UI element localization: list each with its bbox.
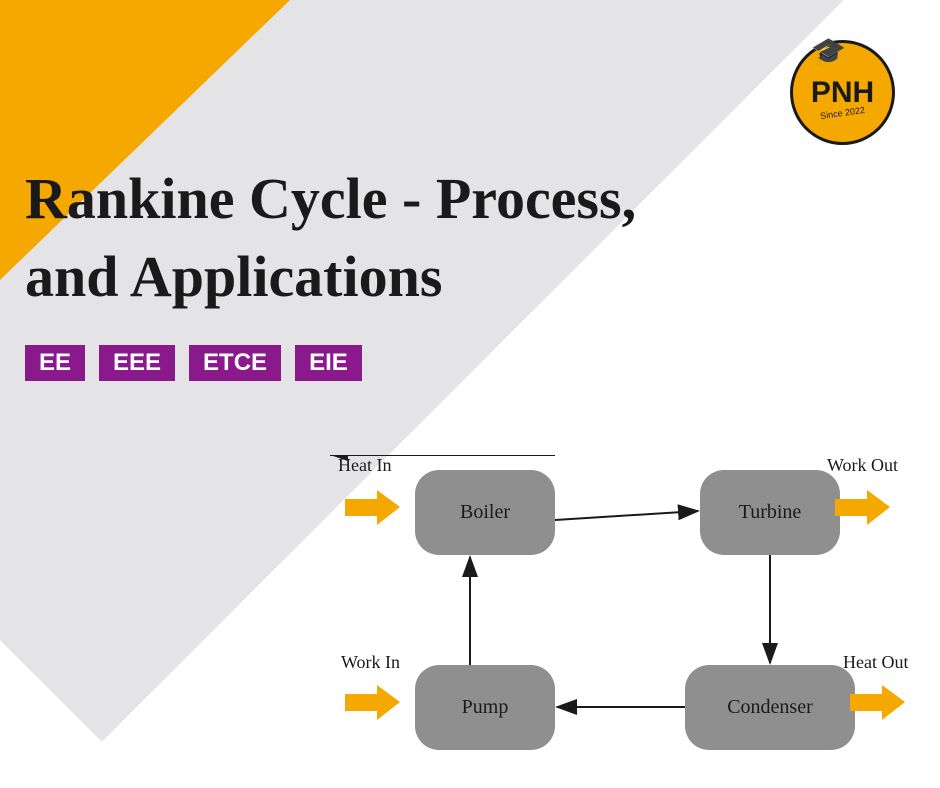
rankine-diagram: Boiler Turbine Pump Condenser Heat In Wo…	[330, 455, 930, 765]
logo-text: PNH	[811, 76, 874, 110]
page-title: Rankine Cycle - Process, and Application…	[25, 160, 636, 317]
edges-svg	[330, 455, 930, 765]
tag-row: EE EEE ETCE EIE	[25, 345, 362, 381]
tag-etce: ETCE	[189, 345, 281, 381]
title-line-2: and Applications	[25, 238, 636, 316]
grad-cap-icon: 🎓	[811, 35, 846, 69]
tag-eee: EEE	[99, 345, 175, 381]
pnh-logo: 🎓 PNH Since 2022	[790, 40, 895, 145]
tag-ee: EE	[25, 345, 85, 381]
title-line-1: Rankine Cycle - Process,	[25, 160, 636, 238]
edge-boiler-turbine	[555, 511, 698, 520]
tag-eie: EIE	[295, 345, 362, 381]
